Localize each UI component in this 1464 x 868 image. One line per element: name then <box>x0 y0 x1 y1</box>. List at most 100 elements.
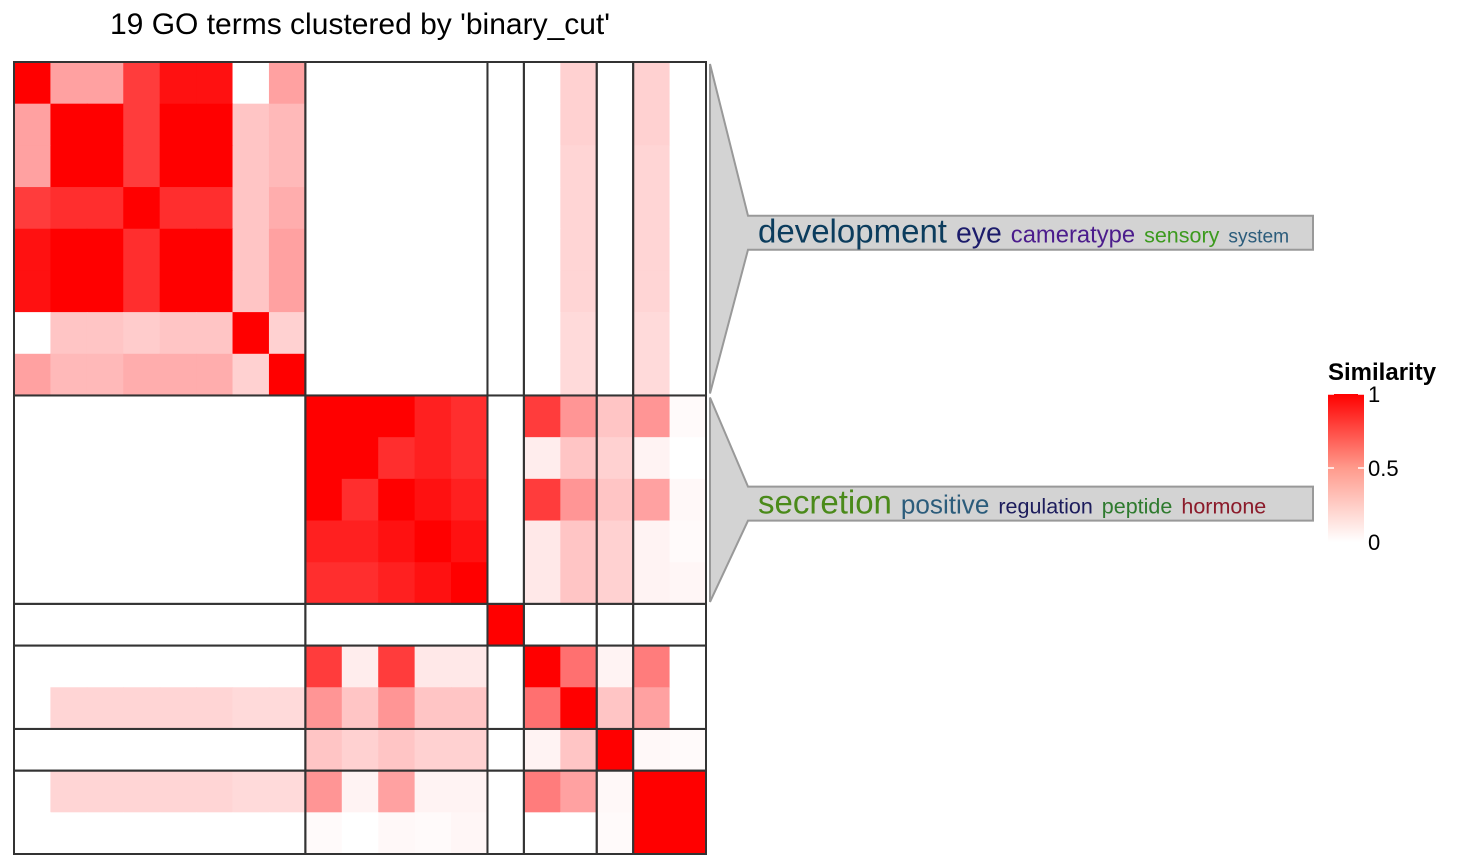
heatmap-cell <box>341 145 379 188</box>
heatmap-cell <box>341 728 379 772</box>
heatmap-cell <box>378 228 416 272</box>
heatmap-cell <box>159 437 197 480</box>
heatmap-cell <box>451 645 489 688</box>
heatmap-cell <box>86 103 124 146</box>
heatmap-cell <box>669 645 707 688</box>
heatmap-cell <box>268 353 306 397</box>
heatmap-cell <box>560 603 598 647</box>
heatmap-cell <box>487 603 525 647</box>
heatmap-cell <box>159 353 197 397</box>
heatmap-cell <box>305 228 343 272</box>
heatmap-cell <box>378 562 416 605</box>
heatmap-cell <box>451 478 489 522</box>
heatmap-cell <box>232 353 270 397</box>
heatmap-cell <box>232 270 270 313</box>
heatmap-cell <box>305 812 343 855</box>
heatmap-cell <box>596 353 634 397</box>
cluster-callouts: development eye cameratype sensory system sec… <box>709 63 1314 603</box>
heatmap-cell <box>669 228 707 272</box>
heatmap-cell <box>633 478 671 522</box>
heatmap-cell <box>14 520 52 563</box>
heatmap-cell <box>451 228 489 272</box>
heatmap-cell <box>86 478 124 522</box>
cluster-keyword: positive <box>901 490 989 520</box>
heatmap-cell <box>487 562 525 605</box>
heatmap-cell <box>159 395 197 438</box>
heatmap-cell <box>159 812 197 855</box>
cluster-keyword: secretion <box>758 484 892 521</box>
heatmap-cell <box>196 228 234 272</box>
heatmap-cell <box>268 770 306 813</box>
heatmap-cell <box>341 687 379 730</box>
heatmap-cell <box>669 395 707 438</box>
heatmap-cell <box>487 187 525 230</box>
callout-shape <box>709 397 1314 603</box>
heatmap-cell <box>123 353 161 397</box>
heatmap-cell <box>14 228 52 272</box>
cluster-keyword: eye <box>956 218 1002 250</box>
heatmap-cell <box>86 187 124 230</box>
heatmap-cell <box>487 478 525 522</box>
heatmap-cell <box>414 62 452 105</box>
heatmap-cell <box>560 687 598 730</box>
heatmap-cell <box>232 62 270 105</box>
heatmap-cell <box>523 312 561 355</box>
heatmap-cell <box>560 728 598 772</box>
heatmap-cell <box>123 228 161 272</box>
heatmap-cell <box>633 103 671 146</box>
heatmap-cell <box>50 687 88 730</box>
heatmap-cell <box>341 645 379 688</box>
heatmap-cell <box>487 687 525 730</box>
heatmap-cell <box>523 270 561 313</box>
legend-tick-label: 0 <box>1368 530 1380 555</box>
heatmap-cell <box>159 520 197 563</box>
heatmap-cell <box>123 812 161 855</box>
heatmap-cell <box>159 145 197 188</box>
heatmap-cell <box>669 437 707 480</box>
heatmap-cell <box>633 812 671 855</box>
heatmap-cell <box>159 270 197 313</box>
heatmap-cell <box>305 187 343 230</box>
heatmap-cell <box>451 728 489 772</box>
heatmap-cell <box>14 187 52 230</box>
heatmap-cell <box>414 353 452 397</box>
heatmap-cell <box>14 103 52 146</box>
heatmap-cell <box>123 312 161 355</box>
heatmap-cell <box>50 228 88 272</box>
heatmap-cell <box>596 187 634 230</box>
heatmap-cell <box>596 62 634 105</box>
heatmap-cell <box>451 187 489 230</box>
heatmap-cell <box>451 812 489 855</box>
heatmap-cell <box>196 728 234 772</box>
heatmap-cell <box>633 603 671 647</box>
heatmap-cell <box>86 520 124 563</box>
heatmap-cell <box>560 437 598 480</box>
heatmap-cell <box>378 353 416 397</box>
heatmap-cell <box>305 520 343 563</box>
heatmap-cell <box>196 103 234 146</box>
heatmap-cell <box>232 187 270 230</box>
heatmap-cell <box>378 187 416 230</box>
heatmap-cell <box>268 728 306 772</box>
heatmap-cell <box>596 270 634 313</box>
heatmap-cell <box>14 812 52 855</box>
heatmap-cell <box>669 603 707 647</box>
heatmap-cell <box>523 812 561 855</box>
heatmap-cell <box>633 62 671 105</box>
heatmap-cell <box>669 687 707 730</box>
heatmap-cell <box>14 145 52 188</box>
heatmap-cell <box>305 478 343 522</box>
heatmap-cell <box>86 145 124 188</box>
heatmap-cell <box>232 645 270 688</box>
heatmap-cell <box>232 520 270 563</box>
heatmap-cell <box>123 728 161 772</box>
heatmap-cell <box>123 145 161 188</box>
heatmap-cell <box>123 395 161 438</box>
heatmap-cell <box>341 478 379 522</box>
heatmap-cell <box>560 270 598 313</box>
heatmap-cell <box>341 437 379 480</box>
heatmap-cell <box>86 437 124 480</box>
heatmap-cell <box>523 728 561 772</box>
heatmap-cell <box>487 812 525 855</box>
heatmap-cell <box>523 562 561 605</box>
